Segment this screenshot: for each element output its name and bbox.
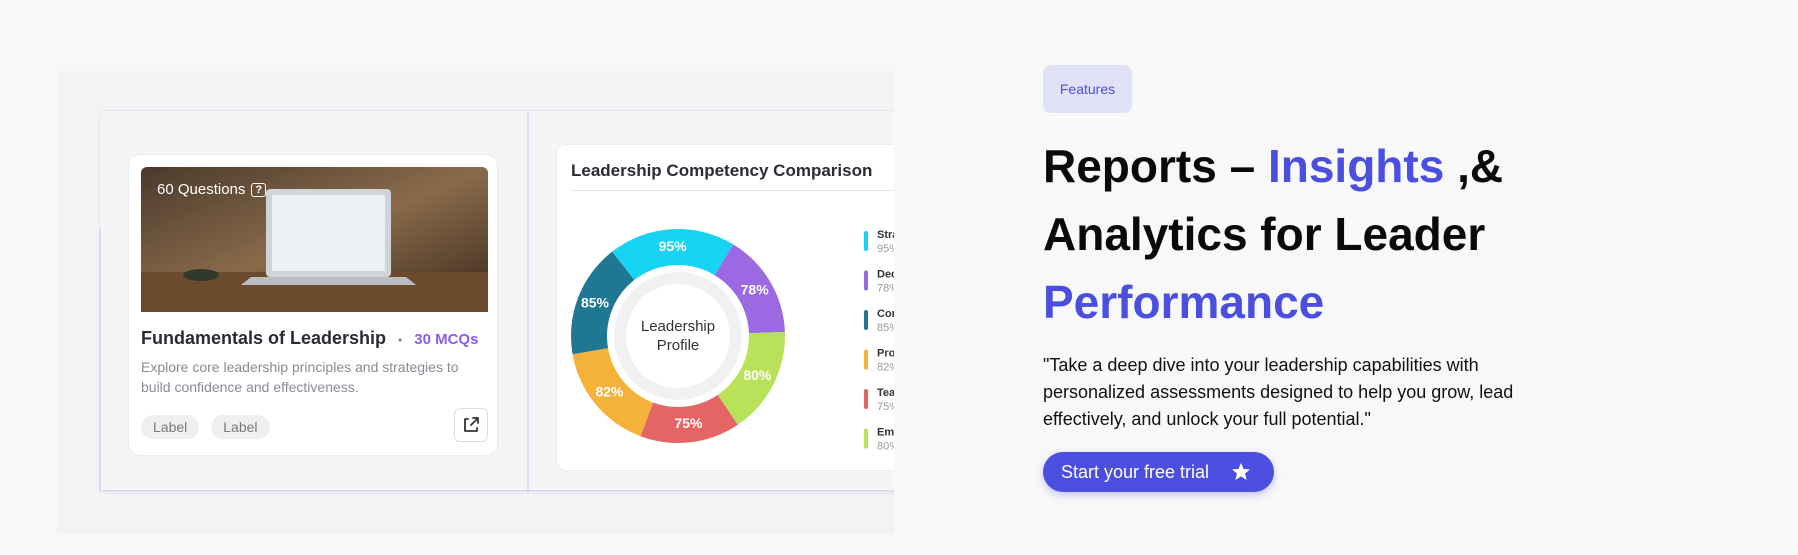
heading-line: Analytics for Leader (1043, 200, 1503, 268)
cta-text: Start your free trial (1061, 461, 1210, 482)
legend-swatch (864, 428, 868, 449)
legend-label: Dec (877, 268, 894, 280)
course-image (141, 167, 488, 312)
course-heading: Fundamentals of Leadership • 30 MCQs (141, 328, 478, 349)
legend-label: Pro (877, 347, 894, 359)
course-title: Fundamentals of Leadership (141, 328, 387, 348)
chart-title: Leadership Competency Comparison (571, 161, 873, 180)
preview-panel: 60 Questions ? Fundamentals of Leadershi… (57, 71, 894, 534)
heading-text: Insights (1267, 140, 1445, 192)
legend-swatch (864, 310, 868, 330)
heading-line: Performance (1043, 268, 1503, 336)
share-button[interactable] (454, 408, 488, 442)
legend-label: Em (877, 426, 894, 438)
legend-label: Stra (877, 229, 894, 241)
donut-slice (714, 244, 785, 334)
hero-paragraph: "Take a deep dive into your leadership c… (1043, 355, 1514, 429)
legend-value: 75% (877, 401, 894, 413)
slice-label: 82% (595, 383, 624, 399)
hero-heading: Reports – Insights ,& Analytics for Leade… (1043, 132, 1503, 336)
title-divider (571, 190, 894, 191)
cta-button[interactable]: Start your free trial (1043, 452, 1274, 492)
slice-label: 75% (674, 415, 703, 431)
share-icon (464, 417, 479, 432)
legend-value: 95% (877, 243, 894, 255)
heading-text: Performance (1043, 276, 1325, 328)
legend-swatch (864, 270, 868, 291)
legend-swatch (864, 349, 868, 370)
legend-swatch (864, 231, 868, 251)
frame-divider (527, 111, 529, 493)
heading-text: Reports – (1043, 140, 1268, 192)
legend-value: 85% (877, 322, 894, 334)
legend-value: 82% (877, 361, 894, 373)
course-description: Explore core leadership principles and s… (141, 359, 459, 395)
legend-label: Com (877, 308, 894, 320)
frame-bottom (99, 490, 894, 492)
center-label: Profile (657, 337, 700, 354)
question-count: 60 Questions ? (157, 181, 267, 198)
legend-label: Tea (877, 387, 894, 399)
course-card: 60 Questions ? Fundamentals of Leadershi… (128, 154, 498, 456)
slice-label: 85% (581, 295, 610, 311)
donut-slice (717, 331, 785, 425)
legend-value: 80% (877, 440, 894, 452)
question-icon: ? (251, 182, 267, 197)
mcq-count: 30 MCQs (414, 331, 479, 348)
separator: • (398, 333, 403, 347)
heading-text: ,& (1444, 140, 1504, 192)
star-icon (1232, 463, 1251, 480)
badge: Features (1043, 65, 1132, 113)
donut-slice (640, 394, 738, 443)
frame-accent (99, 229, 101, 491)
center-disc (626, 284, 730, 388)
center-label: Leadership (641, 318, 715, 335)
donut-chart: 95% 78% 80% 75% 82% 85% Leadership Profile Stra 9… (571, 228, 894, 452)
slice-label: 80% (743, 367, 772, 383)
heading-line: Reports – Insights ,& (1043, 132, 1503, 200)
donut-slice (612, 228, 734, 281)
slice-label: 78% (741, 281, 770, 297)
slice-label: 95% (659, 238, 688, 254)
legend-swatch (864, 389, 868, 409)
donut-slice (571, 251, 635, 355)
label-pill: Label (211, 415, 270, 439)
question-count-text: 60 Questions (157, 181, 246, 198)
chart-card: Leadership Competency Comparison 95% 78% 8… (556, 144, 894, 471)
heading-text: Analytics for Leader (1043, 208, 1486, 260)
label-pill: Label (141, 415, 200, 439)
label-list: Label Label (141, 415, 270, 439)
legend-value: 78% (877, 282, 894, 294)
donut-slice (572, 348, 654, 437)
